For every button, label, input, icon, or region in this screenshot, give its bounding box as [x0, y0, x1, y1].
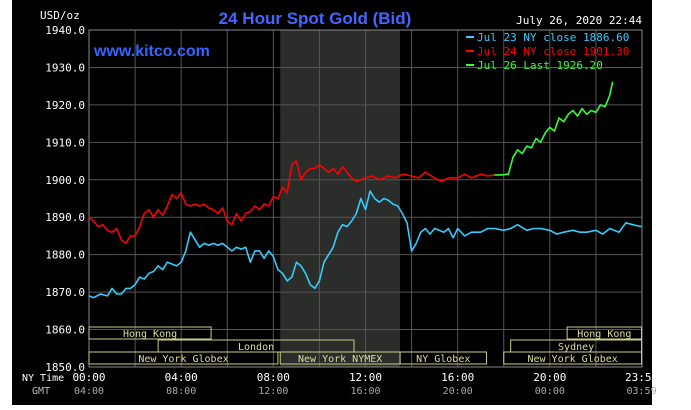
nymex-session-highlight: [280, 30, 401, 367]
y-tick-label: 1890.0: [45, 211, 85, 224]
x-tick-label-gmt: 04:00: [74, 386, 104, 397]
chart-timestamp: July 26, 2020 22:44: [516, 14, 642, 27]
legend-entry: Jul 24 NY close 1901.30: [477, 45, 629, 58]
x-tick-label-gmt: 03:59: [626, 386, 656, 397]
series-line: [88, 160, 495, 245]
session-box: [88, 326, 212, 340]
y-tick-label: 1920.0: [45, 99, 85, 112]
x-tick-label-ny: 08:00: [257, 371, 290, 384]
session-label: Sydney: [558, 342, 594, 353]
x-tick-label-ny: 12:00: [349, 371, 382, 384]
price-series: [88, 81, 642, 299]
y-tick-label: 1880.0: [45, 249, 85, 262]
unit-label: USD/oz: [40, 9, 80, 22]
y-tick-label: 1860.0: [45, 324, 85, 337]
session-label: NY Globex: [416, 354, 470, 365]
y-tick-label: 1940.0: [45, 24, 85, 37]
ny-time-label: NY Time: [22, 373, 64, 384]
x-tick-label-gmt: 08:00: [166, 386, 196, 397]
session-box: [566, 326, 643, 340]
y-tick-label: 1930.0: [45, 61, 85, 74]
y-tick-label: 1870.0: [45, 286, 85, 299]
session-label: London: [238, 342, 274, 353]
x-tick-label-ny: 20:00: [533, 371, 566, 384]
y-tick-label: 1910.0: [45, 136, 85, 149]
session-label: Hong Kong: [577, 329, 631, 340]
y-axis-ticks: 1940.0 1930.0 1920.0 1910.0 1900.0 1890.0 1880…: [45, 24, 85, 374]
chart-title: 24 Hour Spot Gold (Bid): [219, 9, 412, 28]
session-box: [503, 351, 643, 365]
x-tick-label-gmt: 12:00: [258, 386, 288, 397]
x-tick-label-gmt: 20:00: [443, 386, 473, 397]
y-tick-label: 1900.0: [45, 174, 85, 187]
x-tick-label-ny: 00:00: [72, 371, 105, 384]
kitco-watermark: www.kitco.com: [93, 43, 210, 60]
legend-entry: Jul 23 NY close 1886.60: [477, 31, 629, 44]
x-tick-label-ny: 16:00: [441, 371, 474, 384]
series-line: [494, 81, 614, 176]
session-label: New York NYMEX: [298, 354, 382, 365]
session-label: New York Globex: [138, 354, 228, 365]
x-tick-label-gmt: 00:00: [535, 386, 565, 397]
x-tick-label-ny: 04:00: [165, 371, 198, 384]
gmt-label: GMT: [32, 386, 50, 397]
session-label: Hong Kong: [123, 329, 177, 340]
legend-entry: Jul 26 Last 1926.20: [477, 59, 603, 72]
session-box: [88, 351, 279, 365]
series-line: [88, 190, 642, 299]
plot-frame: [88, 29, 643, 368]
x-tick-label-ny: 23:59: [625, 371, 658, 384]
x-axis-ticks: 00:00 04:00 08:00 12:00 16:00 20:00 23:59 04:00…: [72, 371, 658, 397]
session-box: [399, 351, 487, 365]
y-tick-label: 1850.0: [45, 361, 85, 374]
x-tick-label-gmt: 16:00: [350, 386, 380, 397]
session-label: New York Globex: [527, 354, 617, 365]
